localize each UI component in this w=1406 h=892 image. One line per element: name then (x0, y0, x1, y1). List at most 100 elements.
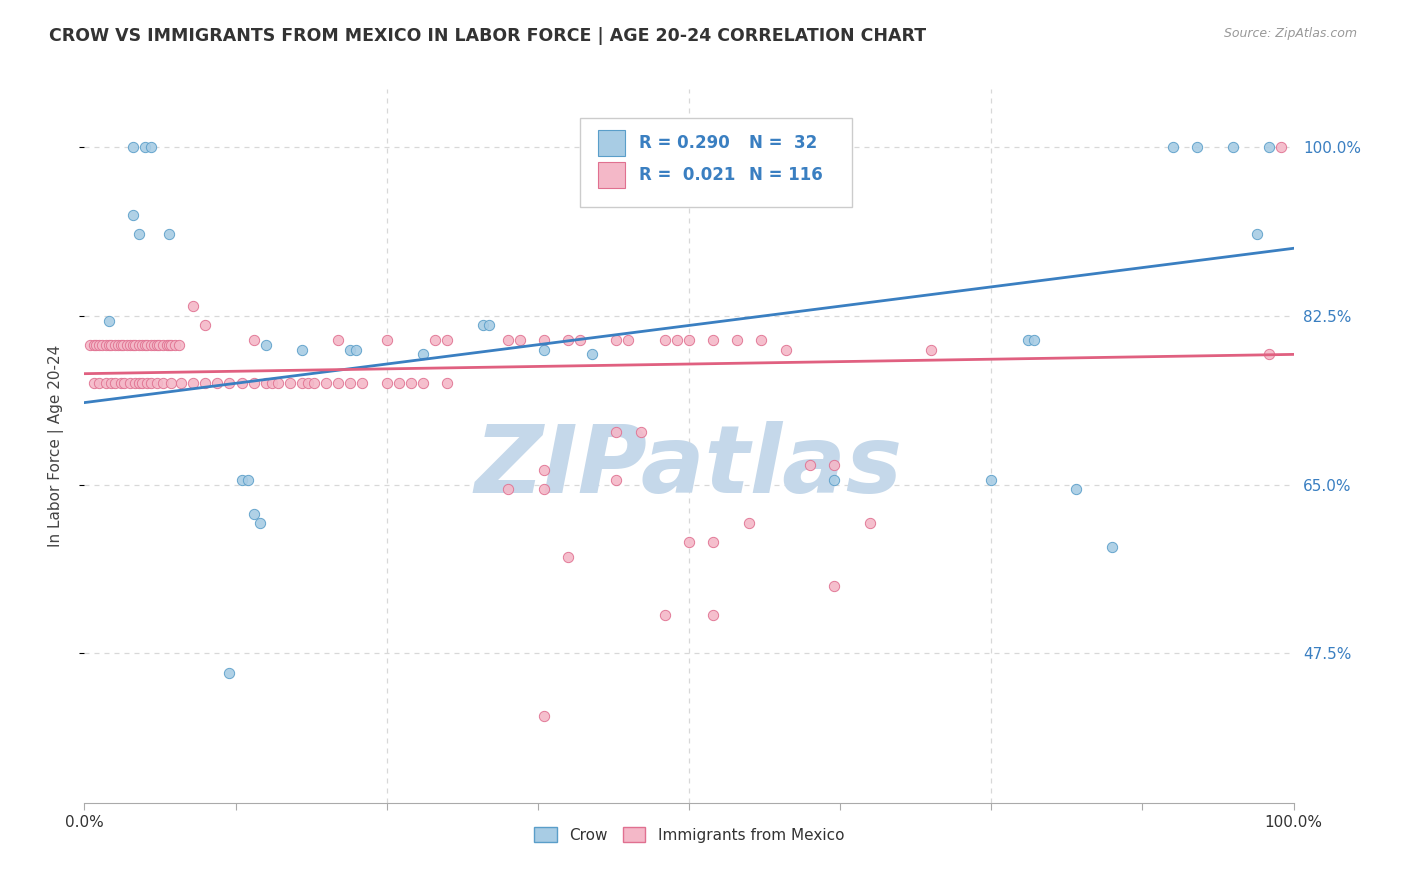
Point (297, 376, 319, 391)
Point (1185, 140, 1208, 154)
Text: N = 116: N = 116 (749, 166, 823, 184)
Point (231, 376, 253, 391)
Point (823, 579, 845, 593)
Point (134, 337, 156, 351)
Point (496, 333, 519, 347)
Point (738, 516, 761, 530)
Point (110, 376, 132, 391)
Point (509, 333, 531, 347)
Point (375, 376, 398, 391)
Point (702, 333, 724, 347)
Point (83, 337, 105, 351)
Point (120, 337, 142, 351)
Y-axis label: In Labor Force | Age 20-24: In Labor Force | Age 20-24 (48, 345, 63, 547)
Point (124, 337, 146, 351)
Point (207, 376, 229, 391)
Point (1101, 541, 1123, 555)
Point (725, 333, 748, 347)
Point (131, 337, 153, 351)
Point (1258, 140, 1281, 154)
Point (124, 376, 146, 391)
Point (1017, 333, 1039, 347)
Point (94, 337, 117, 351)
Point (160, 337, 183, 351)
Point (980, 473, 1002, 487)
Text: R = 0.290: R = 0.290 (640, 134, 730, 152)
Point (823, 473, 845, 487)
Point (1161, 140, 1184, 154)
Point (412, 347, 434, 361)
Text: N =  32: N = 32 (749, 134, 818, 152)
Point (254, 337, 277, 351)
Point (128, 376, 150, 391)
Point (260, 376, 283, 391)
Point (605, 333, 627, 347)
Point (617, 333, 640, 347)
Text: ZIPatlas: ZIPatlas (475, 421, 903, 514)
Point (496, 483, 519, 497)
Point (136, 376, 159, 391)
Point (148, 337, 170, 351)
Point (152, 337, 174, 351)
Point (128, 337, 150, 351)
Point (242, 507, 264, 521)
Point (399, 376, 422, 391)
Point (557, 333, 579, 347)
Point (100, 337, 122, 351)
Text: Source: ZipAtlas.com: Source: ZipAtlas.com (1223, 27, 1357, 40)
Point (152, 376, 174, 391)
Point (104, 337, 127, 351)
Point (291, 376, 314, 391)
Point (146, 376, 169, 391)
Legend: Crow, Immigrants from Mexico: Crow, Immigrants from Mexico (527, 821, 851, 848)
Point (194, 318, 217, 333)
Point (97, 337, 120, 351)
Point (107, 337, 129, 351)
Point (1246, 227, 1268, 241)
Point (702, 535, 724, 549)
Point (83, 376, 105, 391)
Point (94, 376, 117, 391)
Point (100, 376, 122, 391)
Point (242, 333, 264, 347)
Point (388, 376, 411, 391)
Point (1022, 333, 1045, 347)
Point (112, 337, 135, 351)
Point (104, 376, 127, 391)
Point (775, 343, 797, 357)
Point (165, 337, 187, 351)
Point (472, 318, 495, 333)
Point (436, 376, 458, 391)
Point (352, 376, 374, 391)
Point (375, 333, 398, 347)
Point (181, 299, 204, 313)
Point (339, 343, 361, 357)
Point (91, 337, 114, 351)
Point (678, 333, 700, 347)
Point (533, 333, 555, 347)
Point (533, 463, 555, 477)
Point (157, 337, 180, 351)
FancyBboxPatch shape (581, 118, 852, 207)
Point (254, 376, 277, 391)
Point (218, 665, 240, 680)
Point (249, 516, 271, 530)
Point (1064, 483, 1087, 497)
Point (136, 337, 159, 351)
Point (605, 473, 627, 487)
Point (121, 337, 143, 351)
Point (654, 607, 676, 622)
Point (302, 376, 325, 391)
Text: CROW VS IMMIGRANTS FROM MEXICO IN LABOR FORCE | AGE 20-24 CORRELATION CHART: CROW VS IMMIGRANTS FROM MEXICO IN LABOR … (49, 27, 927, 45)
Point (128, 227, 150, 241)
Point (569, 333, 592, 347)
Point (97, 313, 120, 327)
Point (823, 839, 845, 854)
Point (139, 337, 162, 351)
Point (236, 473, 259, 487)
Point (86, 337, 108, 351)
Point (346, 343, 368, 357)
Point (267, 376, 290, 391)
Point (799, 458, 821, 473)
Bar (599, 162, 624, 187)
